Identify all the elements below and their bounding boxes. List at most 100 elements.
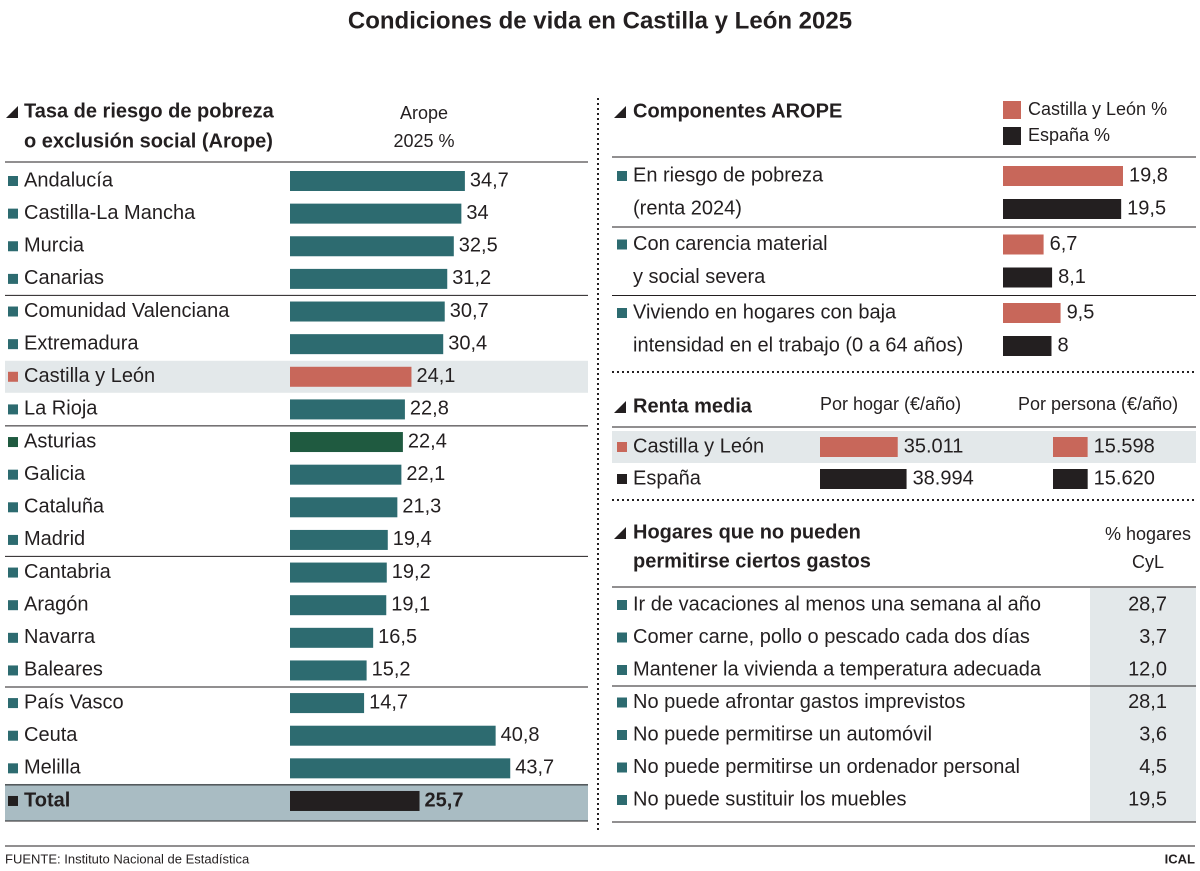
legend-marker [617, 697, 627, 708]
legend-marker [8, 502, 18, 513]
category-label: La Rioja [24, 398, 98, 420]
bar [290, 758, 511, 779]
bar [290, 660, 367, 681]
bar [290, 171, 465, 191]
bar [1053, 437, 1088, 457]
row-label: Ir de vacaciones al menos una semana al … [633, 593, 1041, 615]
category-label: Ceuta [24, 724, 78, 746]
legend-marker [617, 600, 627, 610]
legend-marker [8, 632, 18, 643]
value-label: 22,1 [406, 463, 445, 485]
value-label: 31,2 [452, 267, 491, 289]
bar [1003, 234, 1044, 255]
bar [290, 464, 402, 485]
value-label: 32,5 [459, 235, 498, 257]
row-value: 19,5 [1128, 788, 1167, 810]
category-label: En riesgo de pobreza [633, 164, 824, 186]
category-label: Galicia [24, 463, 86, 485]
value-label: 15,2 [372, 659, 411, 681]
legend-marker [8, 371, 18, 382]
value-label: 24,1 [416, 365, 455, 387]
value-label: 6,7 [1050, 233, 1078, 255]
legend-marker [617, 632, 627, 643]
bar [820, 437, 898, 457]
legend-marker [8, 795, 18, 806]
value-label: 8,1 [1058, 266, 1086, 288]
legend-marker [617, 474, 627, 484]
category-label: Total [24, 789, 70, 811]
row-label: No puede permitirse un automóvil [633, 723, 932, 745]
bar [290, 562, 387, 583]
value-label: 16,5 [378, 626, 417, 648]
legend-marker [8, 306, 18, 317]
legend-marker [617, 171, 627, 181]
bar [290, 497, 398, 518]
bar [1003, 166, 1123, 186]
row-value: 4,5 [1139, 756, 1167, 778]
bar [290, 790, 420, 811]
section-triangle [6, 106, 18, 118]
table-title: permitirse ciertos gastos [633, 550, 871, 572]
row-label: No puede afrontar gastos imprevistos [633, 691, 965, 713]
bar [290, 595, 387, 616]
legend-marker [8, 273, 18, 284]
category-label: Baleares [24, 659, 103, 681]
category-label: Madrid [24, 528, 85, 550]
row-label: No puede sustituir los muebles [633, 788, 906, 810]
source: FUENTE: Instituto Nacional de Estadístic… [5, 851, 250, 866]
legend-marker [8, 698, 18, 709]
row-value: 12,0 [1128, 658, 1167, 680]
row-value: 28,1 [1128, 691, 1167, 713]
chart-title: Componentes AROPE [633, 100, 842, 122]
category-label: País Vasco [24, 691, 124, 713]
category-label: (renta 2024) [633, 197, 742, 219]
value-label: 30,7 [450, 300, 489, 322]
value-column [1090, 588, 1196, 822]
legend-marker [8, 534, 18, 545]
value-label: 19,5 [1127, 197, 1166, 219]
bar [290, 529, 388, 550]
value-label: 34 [466, 202, 488, 224]
value-label: 30,4 [448, 332, 487, 354]
category-label: intensidad en el trabajo (0 a 64 años) [633, 334, 963, 356]
table-header: CyL [1132, 552, 1164, 572]
chart-title: o exclusión social (Arope) [24, 130, 273, 152]
category-label: Murcia [24, 235, 85, 257]
legend-marker [8, 208, 18, 219]
legend-marker [1003, 101, 1021, 119]
legend-label: Castilla y León [633, 435, 764, 457]
category-label: Canarias [24, 267, 104, 289]
category-label: Extremadura [24, 332, 139, 354]
bar [1053, 469, 1088, 489]
category-label: Con carencia material [633, 233, 828, 255]
legend-marker [8, 567, 18, 578]
row-label: No puede permitirse un ordenador persona… [633, 756, 1020, 778]
bar [290, 236, 454, 257]
category-label: Cataluña [24, 496, 105, 518]
row-label: Mantener la vivienda a temperatura adecu… [633, 658, 1042, 680]
legend-marker [617, 762, 627, 773]
bar [820, 469, 907, 489]
category-label: Castilla y León [24, 365, 155, 387]
bar [290, 366, 412, 387]
value-header: Arope [400, 103, 448, 123]
legend-marker [8, 469, 18, 480]
category-label: Melilla [24, 757, 82, 779]
page-title: Condiciones de vida en Castilla y León 2… [348, 7, 852, 34]
bar [1003, 199, 1122, 219]
bar [1003, 336, 1052, 356]
bar [290, 334, 444, 355]
value-label: 14,7 [369, 691, 408, 713]
value-label: 19,8 [1129, 164, 1168, 186]
legend-label: Castilla y León % [1028, 99, 1167, 119]
value-header: 2025 % [393, 131, 454, 151]
legend-label: España [633, 467, 702, 489]
value-label: 9,5 [1067, 301, 1095, 323]
row-label: Comer carne, pollo o pescado cada dos dí… [633, 626, 1030, 648]
value-label: 8 [1057, 334, 1068, 356]
legend-marker [8, 176, 18, 186]
bar [290, 627, 374, 648]
legend-marker [8, 600, 18, 611]
value-label: 40,8 [501, 724, 540, 746]
